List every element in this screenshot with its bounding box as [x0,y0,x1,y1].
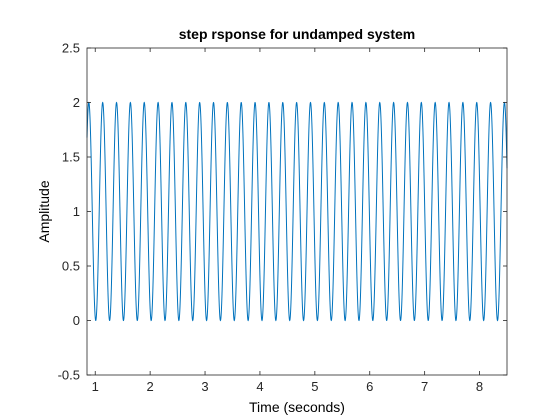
y-tick-label: 1.5 [62,150,80,165]
y-tick-label: 0.5 [62,259,80,274]
x-tick-label: 6 [366,379,373,394]
x-tick-label: 3 [201,379,208,394]
x-tick-label: 4 [256,379,263,394]
x-axis-label: Time (seconds) [249,399,345,415]
x-tick-label: 5 [311,379,318,394]
y-axis-label: Amplitude [36,180,52,242]
x-tick-label: 8 [476,379,483,394]
y-tick-label: 2 [73,95,80,110]
series-line-step-response [86,101,508,322]
y-axis-ticks: -0.5 0 0.5 1 1.5 2 2.5 [58,41,507,383]
chart-title: step rsponse for undamped system [179,26,416,42]
y-tick-label: 0 [73,313,80,328]
plot-area [87,48,507,375]
y-tick-label: 2.5 [62,41,80,56]
x-tick-label: 1 [92,379,99,394]
x-tick-label: 7 [421,379,428,394]
x-tick-label: 2 [147,379,154,394]
y-tick-label: 1 [73,204,80,219]
y-tick-label: -0.5 [58,368,80,383]
x-axis-ticks: 1 2 3 4 5 6 7 8 [92,48,483,394]
